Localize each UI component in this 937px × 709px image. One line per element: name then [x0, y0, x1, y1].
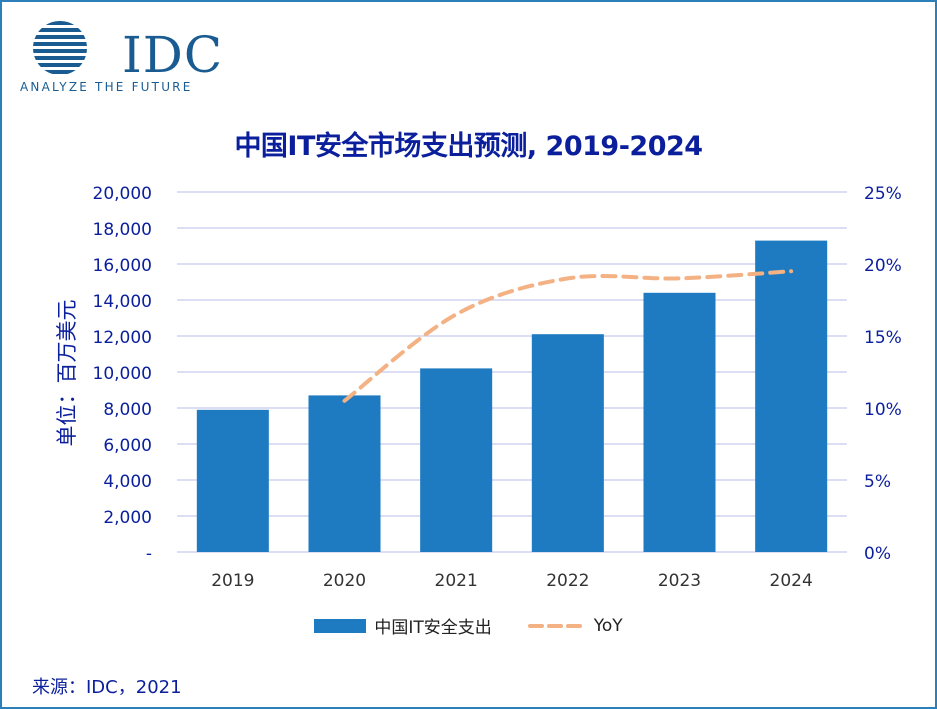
- bar-2024: [755, 240, 828, 552]
- y-tick-label: 12,000: [93, 328, 152, 348]
- bar-2020: [308, 395, 381, 552]
- legend-item-yoy: YoY: [527, 615, 623, 636]
- legend: 中国IT安全支出 YoY: [2, 613, 935, 638]
- y-tick-label: 20,000: [93, 184, 152, 204]
- gridlines: [177, 191, 847, 553]
- legend-label-spending: 中国IT安全支出: [374, 618, 492, 638]
- source-note: 来源：IDC，2021: [32, 677, 182, 698]
- y-tick-label: -: [146, 544, 152, 564]
- x-tick-label: 2022: [546, 571, 589, 591]
- y2-tick-label: 5%: [864, 472, 891, 492]
- yoy-series: [342, 269, 794, 403]
- logo-tagline: ANALYZE THE FUTURE: [20, 80, 193, 94]
- y-tick-label: 2,000: [103, 508, 152, 528]
- idc-globe-icon: [33, 21, 87, 74]
- y-axis-title: 单位：百万美元: [55, 300, 79, 447]
- legend-bar-swatch: [314, 618, 367, 633]
- legend-label-yoy: YoY: [593, 615, 623, 636]
- x-tick-label: 2023: [658, 571, 701, 591]
- y2-tick-label: 15%: [864, 328, 902, 348]
- idc-logo: IDC ANALYZE THE FUTURE: [18, 20, 222, 95]
- yoy-line: [342, 269, 794, 403]
- x-tick-label: 2019: [211, 571, 254, 591]
- y-tick-label: 10,000: [93, 364, 152, 384]
- bar-2022: [531, 334, 604, 552]
- y-axis-left: - 2,000 4,000 6,000 8,000 10,000 12,000 14,000 1…: [93, 184, 152, 564]
- chart-title: 中国IT安全市场支出预测, 2019-2024: [234, 131, 703, 162]
- y2-tick-label: 20%: [864, 256, 902, 276]
- y2-tick-label: 25%: [864, 184, 902, 204]
- y-tick-label: 6,000: [103, 436, 152, 456]
- y-axis-right: 0% 5% 10% 15% 20% 25%: [864, 184, 902, 564]
- logo-brand-text: IDC: [122, 26, 224, 84]
- y-tick-label: 8,000: [103, 400, 152, 420]
- x-axis: 2019 2020 2021 2022 2023 2024: [211, 571, 813, 591]
- y-tick-label: 16,000: [93, 256, 152, 276]
- bar-series: [196, 240, 828, 552]
- y-tick-label: 18,000: [93, 220, 152, 240]
- legend-item-spending: 中国IT安全支出: [314, 613, 492, 638]
- x-tick-label: 2021: [435, 571, 478, 591]
- bar-2019: [196, 409, 269, 552]
- bar-2023: [643, 292, 716, 552]
- y2-tick-label: 10%: [864, 400, 902, 420]
- x-tick-label: 2020: [323, 571, 366, 591]
- y2-tick-label: 0%: [864, 544, 891, 564]
- legend-line-swatch: [527, 623, 586, 628]
- bar-2021: [420, 368, 493, 552]
- x-tick-label: 2024: [770, 571, 813, 591]
- y-tick-label: 14,000: [93, 292, 152, 312]
- y-tick-label: 4,000: [103, 472, 152, 492]
